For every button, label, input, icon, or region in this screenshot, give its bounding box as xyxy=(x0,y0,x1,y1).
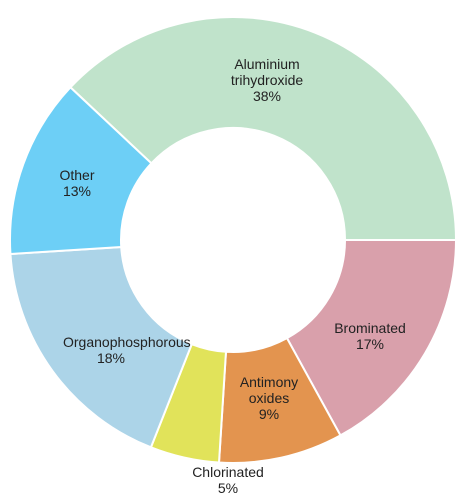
slice xyxy=(9,245,194,449)
slice-name: Other xyxy=(59,167,95,183)
slice-label: Antimony oxides 9% xyxy=(221,374,317,422)
slice-label: Brominated 17% xyxy=(322,320,418,352)
slice-value: 17% xyxy=(355,336,385,352)
slice-name: Organophosphorous xyxy=(63,334,191,350)
slice xyxy=(69,16,457,241)
slice-name: Aluminium trihydroxide xyxy=(230,56,304,88)
slice-value: 5% xyxy=(217,480,239,496)
slice xyxy=(285,239,457,437)
slice-value: 9% xyxy=(258,406,280,422)
slice xyxy=(9,85,153,256)
slice-name: Chlorinated xyxy=(192,464,264,480)
slice-value: 38% xyxy=(252,88,282,104)
slice-value: 13% xyxy=(62,183,92,199)
slice-label: Chlorinated 5% xyxy=(180,464,276,496)
slice-label: Aluminium trihydroxide 38% xyxy=(219,56,315,104)
slice-name: Brominated xyxy=(334,320,406,336)
slice-label: Other 13% xyxy=(29,167,125,199)
slice-label: Organophosphorous 18% xyxy=(63,334,191,366)
slice-value: 18% xyxy=(96,350,126,366)
slice-name: Antimony oxides xyxy=(239,374,299,406)
